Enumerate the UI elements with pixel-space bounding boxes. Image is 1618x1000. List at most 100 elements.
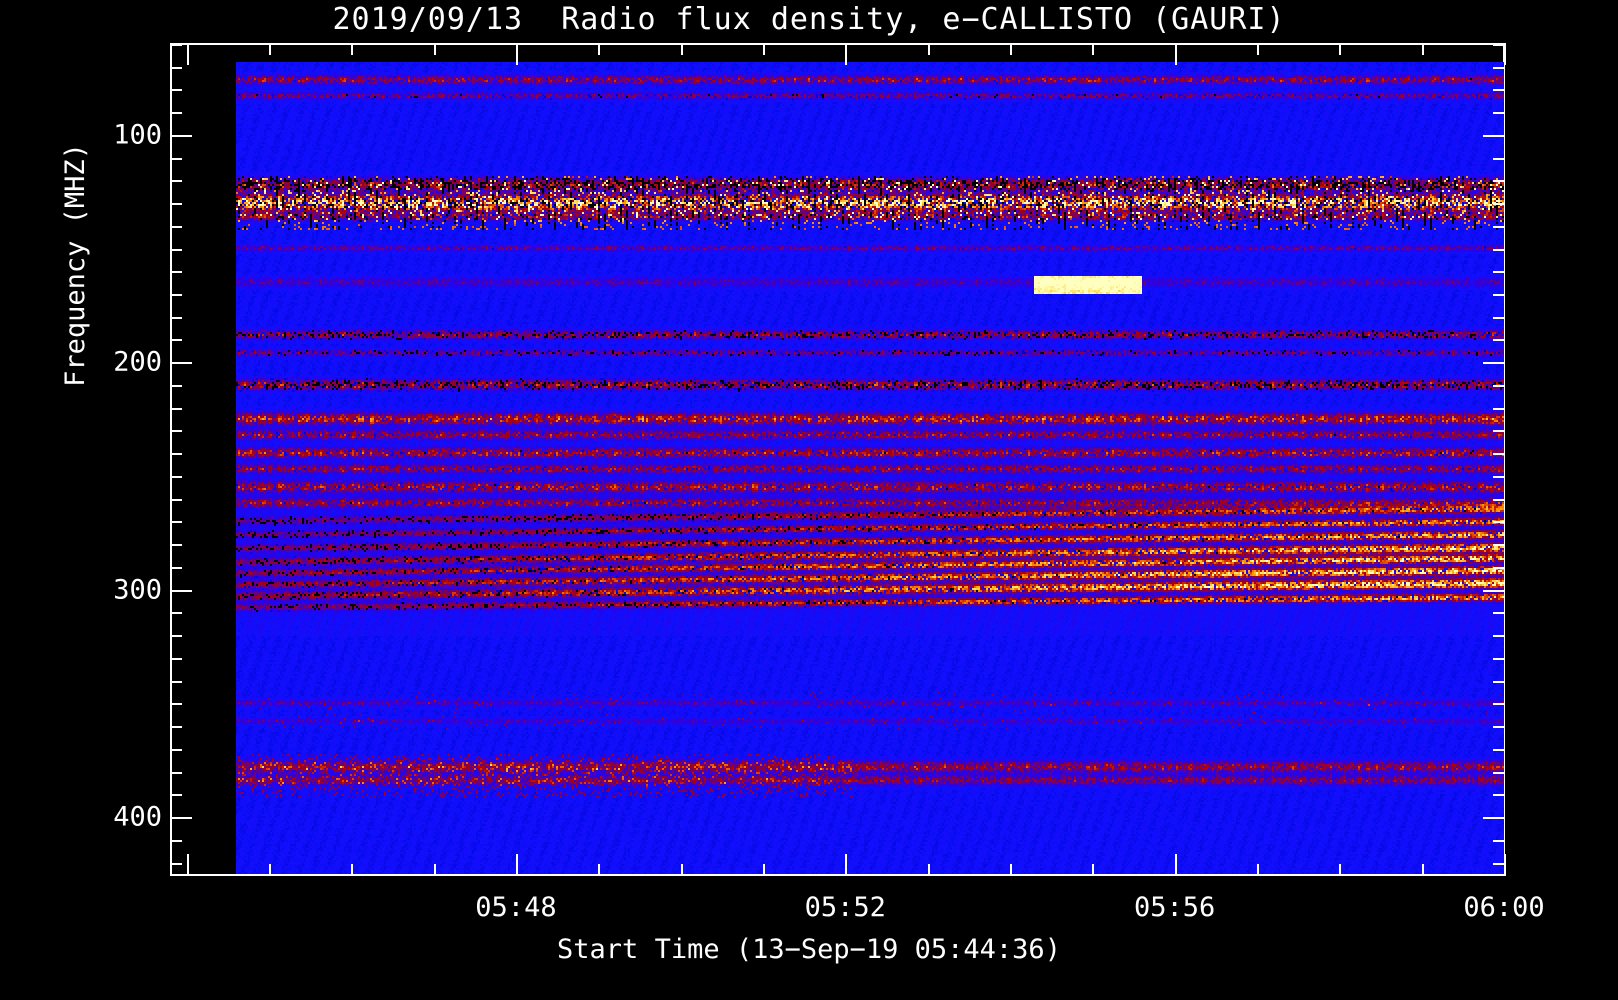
y-minor-tick: [170, 203, 182, 205]
y-major-tick: [170, 362, 192, 364]
y-minor-tick-right: [1493, 271, 1505, 273]
axes-frame: [170, 43, 1505, 876]
y-minor-tick-right: [1493, 44, 1505, 46]
y-minor-tick: [170, 681, 182, 683]
y-minor-tick-right: [1493, 249, 1505, 251]
x-minor-tick-top: [269, 43, 271, 55]
y-axis-tick-labels: 100 200 300 400: [0, 0, 162, 1000]
y-minor-tick-right: [1493, 158, 1505, 160]
x-minor-tick: [598, 864, 600, 876]
y-minor-tick-right: [1493, 226, 1505, 228]
y-major-tick-right: [1483, 135, 1505, 137]
x-minor-tick: [681, 864, 683, 876]
x-major-tick: [516, 854, 518, 876]
x-minor-tick: [434, 864, 436, 876]
y-minor-tick-right: [1493, 385, 1505, 387]
y-minor-tick: [170, 476, 182, 478]
x-minor-tick-top: [1010, 43, 1012, 55]
y-minor-tick: [170, 544, 182, 546]
x-major-tick-top: [1175, 43, 1177, 65]
x-major-tick-top: [516, 43, 518, 65]
x-minor-tick-top: [1257, 43, 1259, 55]
x-minor-tick-top: [681, 43, 683, 55]
y-minor-tick-right: [1493, 794, 1505, 796]
y-minor-tick: [170, 499, 182, 501]
y-minor-tick: [170, 521, 182, 523]
x-axis-title: Start Time (13−Sep−19 05:44:36): [557, 934, 1061, 965]
y-minor-tick: [170, 612, 182, 614]
x-tick-label: 05:52: [804, 892, 886, 923]
y-minor-tick: [170, 703, 182, 705]
x-minor-tick: [1339, 864, 1341, 876]
x-minor-tick: [1422, 864, 1424, 876]
spectrogram-plot-area: [236, 62, 1504, 874]
x-tick-label: 05:56: [1134, 892, 1216, 923]
y-minor-tick-right: [1493, 67, 1505, 69]
y-minor-tick-right: [1493, 430, 1505, 432]
x-major-tick: [1175, 854, 1177, 876]
y-minor-tick: [170, 271, 182, 273]
y-major-tick-right: [1483, 817, 1505, 819]
y-minor-tick-right: [1493, 476, 1505, 478]
y-minor-tick: [170, 67, 182, 69]
y-minor-tick: [170, 658, 182, 660]
y-minor-tick: [170, 180, 182, 182]
y-minor-tick-right: [1493, 612, 1505, 614]
y-minor-tick-right: [1493, 635, 1505, 637]
y-minor-tick: [170, 385, 182, 387]
x-major-tick: [845, 854, 847, 876]
y-minor-tick-right: [1493, 112, 1505, 114]
y-minor-tick: [170, 44, 182, 46]
y-minor-tick-right: [1493, 726, 1505, 728]
y-minor-tick: [170, 863, 182, 865]
y-major-tick: [170, 817, 192, 819]
y-tick-label: 400: [113, 801, 162, 833]
y-minor-tick-right: [1493, 89, 1505, 91]
x-minor-tick-top: [351, 43, 353, 55]
y-minor-tick: [170, 226, 182, 228]
x-minor-tick-top: [1422, 43, 1424, 55]
y-minor-tick: [170, 294, 182, 296]
y-minor-tick-right: [1493, 772, 1505, 774]
y-minor-tick-right: [1493, 840, 1505, 842]
y-major-tick-right: [1483, 362, 1505, 364]
y-minor-tick-right: [1493, 339, 1505, 341]
x-minor-tick-top: [763, 43, 765, 55]
x-major-tick: [187, 854, 189, 876]
x-minor-tick-top: [598, 43, 600, 55]
y-minor-tick-right: [1493, 567, 1505, 569]
y-minor-tick: [170, 339, 182, 341]
x-tick-label: 05:48: [475, 892, 557, 923]
spectrogram-image: [236, 62, 1504, 874]
y-minor-tick: [170, 726, 182, 728]
x-minor-tick: [1010, 864, 1012, 876]
y-minor-tick-right: [1493, 681, 1505, 683]
y-minor-tick: [170, 635, 182, 637]
x-minor-tick-top: [928, 43, 930, 55]
y-minor-tick: [170, 112, 182, 114]
y-minor-tick-right: [1493, 317, 1505, 319]
x-minor-tick: [1092, 864, 1094, 876]
y-minor-tick: [170, 772, 182, 774]
y-axis-title: Frequency (MHZ): [60, 143, 91, 387]
y-minor-tick-right: [1493, 863, 1505, 865]
y-minor-tick: [170, 158, 182, 160]
y-minor-tick: [170, 430, 182, 432]
y-tick-label: 200: [113, 346, 162, 378]
x-minor-tick: [351, 864, 353, 876]
y-minor-tick-right: [1493, 658, 1505, 660]
y-tick-label: 300: [113, 574, 162, 606]
y-tick-label: 100: [113, 119, 162, 151]
x-major-tick: [1504, 854, 1506, 876]
x-minor-tick: [763, 864, 765, 876]
x-minor-tick-top: [1339, 43, 1341, 55]
y-minor-tick: [170, 408, 182, 410]
y-minor-tick: [170, 249, 182, 251]
y-minor-tick-right: [1493, 521, 1505, 523]
y-minor-tick-right: [1493, 453, 1505, 455]
y-minor-tick: [170, 453, 182, 455]
y-major-tick: [170, 135, 192, 137]
y-minor-tick-right: [1493, 749, 1505, 751]
figure-title: 2019/09/13 Radio flux density, e−CALLIST…: [332, 2, 1286, 37]
